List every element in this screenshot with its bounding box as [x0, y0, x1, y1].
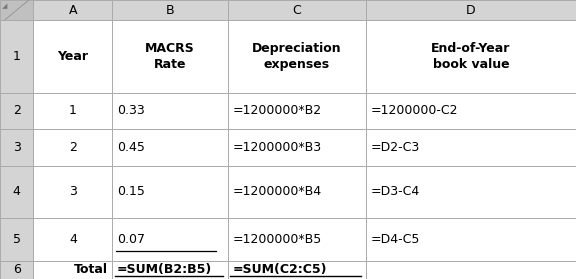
- Text: 0.33: 0.33: [117, 104, 145, 117]
- Bar: [228, 261, 366, 279]
- Text: 6: 6: [13, 263, 21, 276]
- Text: A: A: [69, 4, 77, 16]
- Text: 0.15: 0.15: [117, 185, 145, 198]
- Text: 2: 2: [69, 141, 77, 154]
- Text: =1200000*B2: =1200000*B2: [232, 104, 321, 117]
- Bar: [228, 166, 366, 218]
- Text: =1200000*B3: =1200000*B3: [232, 141, 321, 154]
- Bar: [0, 0, 33, 20]
- Bar: [112, 129, 228, 166]
- Text: =1200000*B5: =1200000*B5: [232, 233, 321, 246]
- Bar: [112, 93, 228, 129]
- Text: =D2-C3: =D2-C3: [370, 141, 420, 154]
- Bar: [0, 218, 33, 261]
- Bar: [366, 93, 576, 129]
- Text: =SUM(C2:C5): =SUM(C2:C5): [232, 263, 327, 276]
- Text: Depreciation
expenses: Depreciation expenses: [252, 42, 342, 71]
- Bar: [366, 218, 576, 261]
- Text: 1: 1: [69, 104, 77, 117]
- Text: D: D: [466, 4, 476, 16]
- Bar: [112, 261, 228, 279]
- Bar: [112, 166, 228, 218]
- Text: =D3-C4: =D3-C4: [370, 185, 420, 198]
- Bar: [0, 261, 33, 279]
- Bar: [228, 0, 366, 20]
- Text: 4: 4: [13, 185, 21, 198]
- Bar: [112, 20, 228, 93]
- Bar: [112, 218, 228, 261]
- Bar: [0, 166, 33, 218]
- Text: =1200000-C2: =1200000-C2: [370, 104, 458, 117]
- Text: 4: 4: [69, 233, 77, 246]
- Bar: [228, 218, 366, 261]
- Bar: [33, 93, 112, 129]
- Bar: [366, 166, 576, 218]
- Bar: [33, 166, 112, 218]
- Text: Total: Total: [74, 263, 108, 276]
- Text: Year: Year: [58, 50, 88, 63]
- Text: 3: 3: [13, 141, 21, 154]
- Bar: [112, 0, 228, 20]
- Bar: [228, 129, 366, 166]
- Bar: [366, 129, 576, 166]
- Bar: [0, 93, 33, 129]
- Text: B: B: [166, 4, 174, 16]
- Bar: [33, 129, 112, 166]
- Text: =D4-C5: =D4-C5: [370, 233, 420, 246]
- Bar: [228, 20, 366, 93]
- Bar: [0, 129, 33, 166]
- Text: 3: 3: [69, 185, 77, 198]
- Text: =1200000*B4: =1200000*B4: [232, 185, 321, 198]
- Text: 1: 1: [13, 50, 21, 63]
- Text: End-of-Year
book value: End-of-Year book value: [431, 42, 510, 71]
- Text: 5: 5: [13, 233, 21, 246]
- Text: 2: 2: [13, 104, 21, 117]
- Text: MACRS
Rate: MACRS Rate: [145, 42, 195, 71]
- Text: C: C: [292, 4, 301, 16]
- Bar: [366, 0, 576, 20]
- Bar: [366, 261, 576, 279]
- Bar: [33, 261, 112, 279]
- Bar: [366, 20, 576, 93]
- Bar: [228, 93, 366, 129]
- Text: 0.45: 0.45: [117, 141, 145, 154]
- Bar: [33, 0, 112, 20]
- Text: 0.07: 0.07: [117, 233, 145, 246]
- Text: =SUM(B2:B5): =SUM(B2:B5): [117, 263, 212, 276]
- Bar: [33, 218, 112, 261]
- Text: ◢: ◢: [2, 3, 7, 9]
- Bar: [33, 20, 112, 93]
- Bar: [0, 20, 33, 93]
